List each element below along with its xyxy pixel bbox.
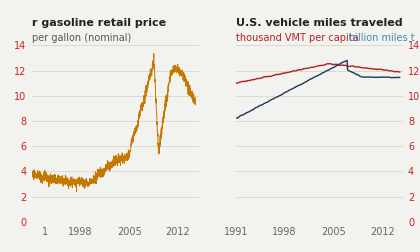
Text: billion miles t: billion miles t — [349, 33, 415, 43]
Text: r gasoline retail price: r gasoline retail price — [32, 18, 165, 28]
Text: per gallon (nominal): per gallon (nominal) — [32, 33, 131, 43]
Text: U.S. vehicle miles traveled: U.S. vehicle miles traveled — [236, 18, 402, 28]
Text: thousand VMT per capita: thousand VMT per capita — [236, 33, 358, 43]
